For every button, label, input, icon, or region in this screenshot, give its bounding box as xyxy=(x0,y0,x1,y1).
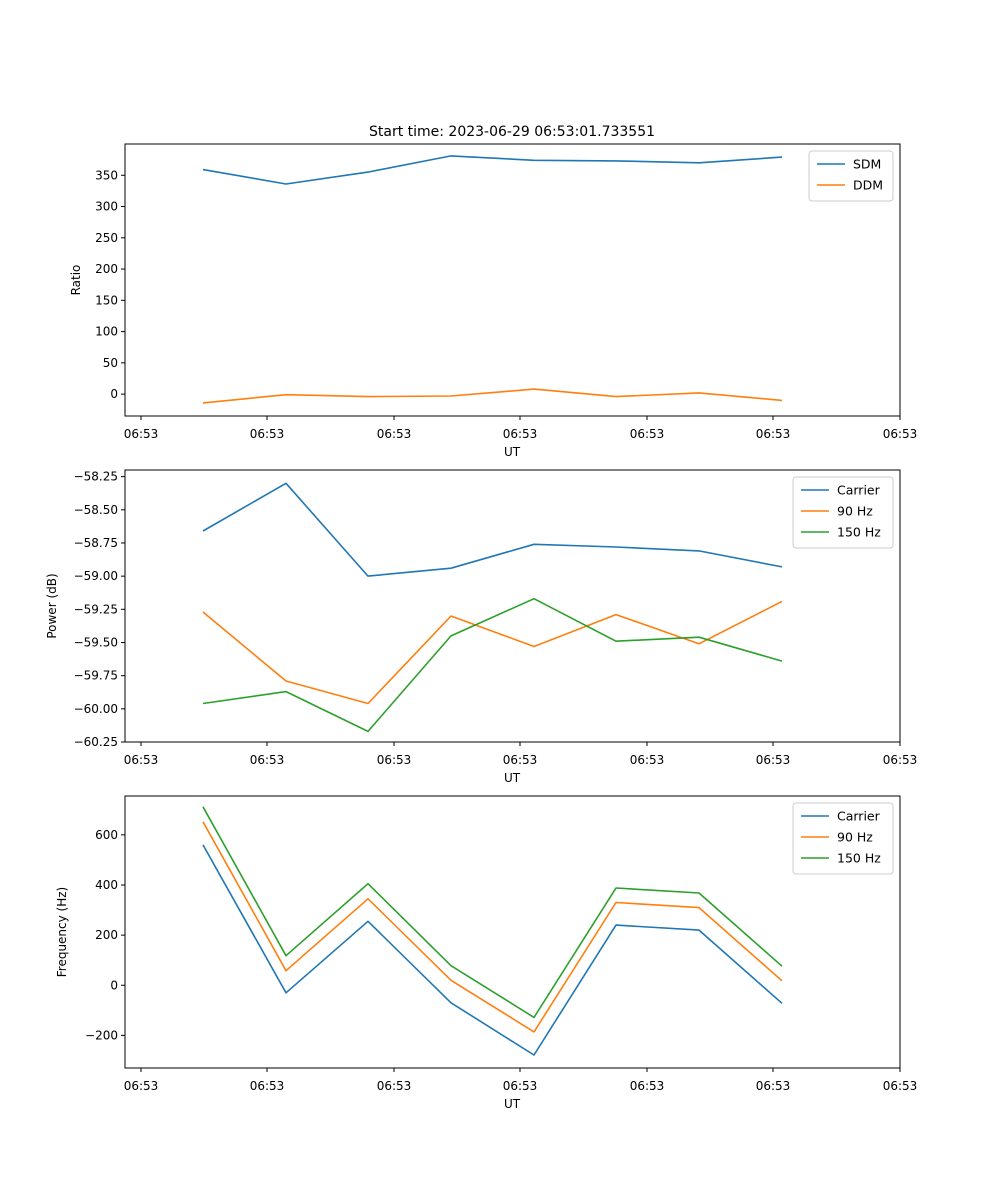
x-tick-label: 06:53 xyxy=(124,427,159,441)
x-axis-label: UT xyxy=(504,1097,521,1111)
x-tick-label: 06:53 xyxy=(250,1079,285,1093)
plot-frame xyxy=(124,469,901,743)
y-tick-label: −59.75 xyxy=(74,669,118,683)
plot-frame xyxy=(124,143,901,417)
y-tick-label: 300 xyxy=(95,200,118,214)
x-tick-label: 06:53 xyxy=(756,753,791,767)
y-tick-label: 50 xyxy=(103,356,118,370)
y-tick-label: 150 xyxy=(95,293,118,307)
x-tick-label: 06:53 xyxy=(630,1079,665,1093)
y-axis-label: Power (dB) xyxy=(45,573,59,638)
y-tick-label: −58.50 xyxy=(74,503,118,517)
series-line-ddm xyxy=(202,388,783,404)
x-tick-label: 06:53 xyxy=(124,753,159,767)
y-axis-label: Frequency (Hz) xyxy=(55,887,69,978)
x-axis-label: UT xyxy=(504,771,521,785)
y-tick-label: 100 xyxy=(95,325,118,339)
series-line-150-hz xyxy=(202,597,783,733)
x-tick-label: 06:53 xyxy=(630,427,665,441)
legend-box xyxy=(792,476,894,549)
y-tick-label: −200 xyxy=(85,1028,118,1042)
series-line-carrier xyxy=(202,844,783,1056)
x-tick-label: 06:53 xyxy=(377,753,412,767)
x-tick-label: 06:53 xyxy=(503,1079,538,1093)
y-tick-label: −58.25 xyxy=(74,470,118,484)
legend-entry: DDM xyxy=(853,178,883,193)
y-tick-label: 0 xyxy=(110,387,118,401)
chart-title: Start time: 2023-06-29 06:53:01.733551 xyxy=(369,124,655,140)
x-tick-label: 06:53 xyxy=(883,753,918,767)
series-line-150-hz xyxy=(202,806,783,1019)
y-tick-label: 600 xyxy=(95,828,118,842)
legend: Carrier 90 Hz 150 Hz xyxy=(792,802,894,875)
y-tick-label: 200 xyxy=(95,928,118,942)
y-tick-label: 350 xyxy=(95,168,118,182)
y-tick-label: 400 xyxy=(95,878,118,892)
legend-entry: Carrier xyxy=(837,809,881,824)
legend-entry: Carrier xyxy=(837,483,881,498)
series-line-90-hz xyxy=(202,600,783,705)
y-tick-label: −59.00 xyxy=(74,569,118,583)
plot-frame xyxy=(124,795,901,1069)
x-tick-label: 06:53 xyxy=(377,1079,412,1093)
legend-entry: 90 Hz xyxy=(837,504,873,519)
legend-entry: 150 Hz xyxy=(837,525,881,540)
y-tick-label: 250 xyxy=(95,231,118,245)
y-tick-label: 0 xyxy=(110,978,118,992)
series-line-90-hz xyxy=(202,821,783,1033)
x-tick-label: 06:53 xyxy=(377,427,412,441)
legend-entry: 90 Hz xyxy=(837,830,873,845)
x-tick-label: 06:53 xyxy=(630,753,665,767)
x-tick-label: 06:53 xyxy=(883,427,918,441)
x-axis-label: UT xyxy=(504,445,521,459)
legend-box xyxy=(792,802,894,875)
panel-3: −200 0 200 400 600 06:53 06:53 06:53 06:53 06:53 0… xyxy=(55,795,918,1111)
x-tick-label: 06:53 xyxy=(503,753,538,767)
legend-entry: SDM xyxy=(853,157,881,172)
panel-2: −60.25 −60.00 −59.75 −59.50 −59.25 −59.00 −58.… xyxy=(45,469,918,785)
y-tick-label: −59.50 xyxy=(74,635,118,649)
x-tick-label: 06:53 xyxy=(250,427,285,441)
legend: SDM DDM xyxy=(808,150,894,202)
y-axis-label: Ratio xyxy=(69,265,83,296)
x-tick-label: 06:53 xyxy=(124,1079,159,1093)
y-tick-label: −58.75 xyxy=(74,536,118,550)
x-tick-label: 06:53 xyxy=(250,753,285,767)
y-tick-label: −60.25 xyxy=(74,735,118,749)
legend: Carrier 90 Hz 150 Hz xyxy=(792,476,894,549)
y-tick-label: −60.00 xyxy=(74,702,118,716)
series-line-carrier xyxy=(202,482,783,577)
panels: 0 50 100 150 200 250 300 350 06:53 06:53 06:53 06:5… xyxy=(45,143,918,1111)
x-tick-label: 06:53 xyxy=(756,1079,791,1093)
y-tick-label: 200 xyxy=(95,262,118,276)
series-line-sdm xyxy=(202,155,783,185)
x-tick-label: 06:53 xyxy=(883,1079,918,1093)
legend-entry: 150 Hz xyxy=(837,851,881,866)
x-tick-label: 06:53 xyxy=(756,427,791,441)
x-tick-label: 06:53 xyxy=(503,427,538,441)
panel-1: 0 50 100 150 200 250 300 350 06:53 06:53 06:53 06:5… xyxy=(69,143,918,459)
y-tick-label: −59.25 xyxy=(74,602,118,616)
